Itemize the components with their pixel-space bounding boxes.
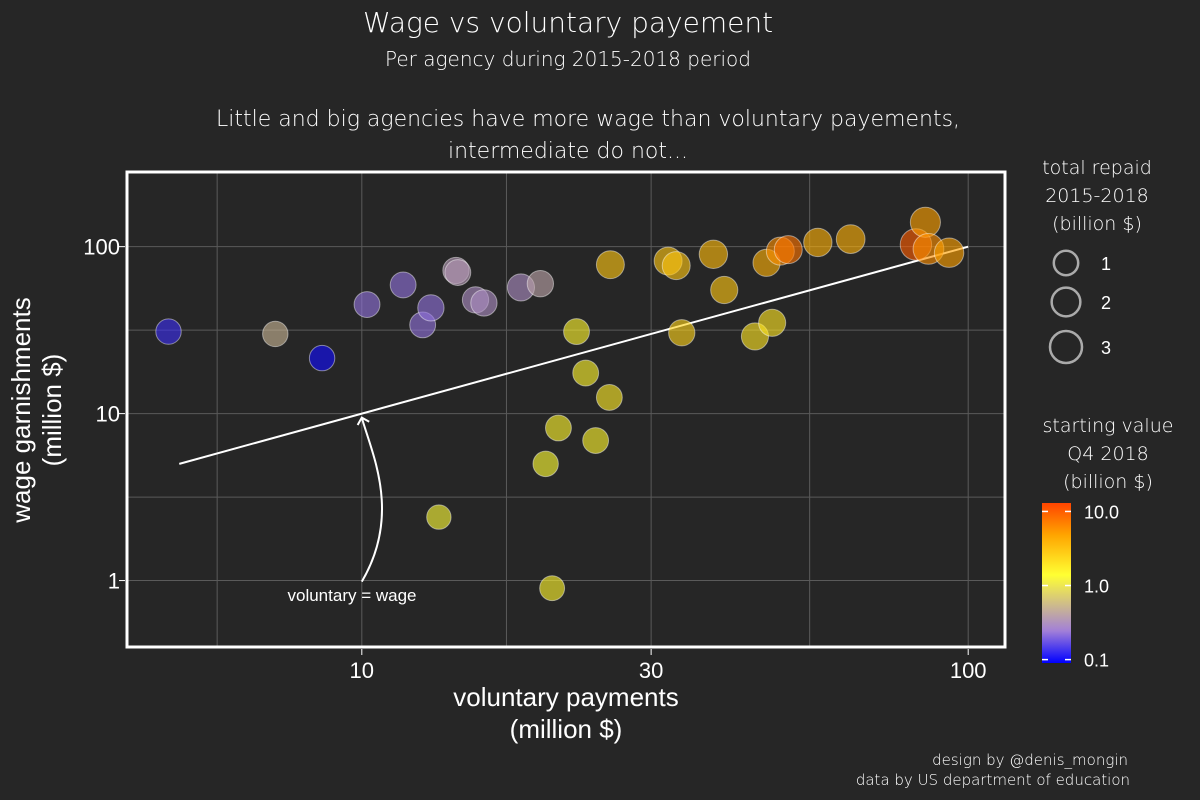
- color-bar-label: 10.0: [1084, 502, 1119, 522]
- data-point: [426, 504, 452, 530]
- data-point: [698, 239, 729, 269]
- size-legend-title-3: (billion $): [1052, 213, 1142, 235]
- x-axis-ticks: 10 30 100: [350, 649, 987, 683]
- y-axis-ticks: 1 10 100: [83, 235, 125, 594]
- x-tick-label: 30: [639, 658, 663, 683]
- data-point: [933, 237, 965, 268]
- chart-subtitle: Per agency during 2015-2018 period: [385, 47, 751, 71]
- size-legend-label: 3: [1101, 338, 1111, 358]
- annotation-arrow: [356, 416, 383, 583]
- caption-design: design by @denis_mongin: [932, 751, 1128, 769]
- data-point: [582, 427, 610, 454]
- y-axis-title: wage garnishments (million $): [6, 297, 67, 523]
- data-point: [835, 224, 866, 254]
- size-legend-items: 1 2 3: [1048, 249, 1111, 365]
- data-point: [308, 344, 336, 372]
- size-legend-title-1: total repaid: [1042, 157, 1152, 179]
- data-point: [353, 291, 381, 318]
- data-point: [262, 320, 289, 348]
- chart-subtitle-2-line-1: Little and big agencies have more wage t…: [216, 107, 960, 132]
- reference-line: [178, 245, 969, 465]
- y-tick-label: 10: [96, 402, 120, 427]
- size-legend-label: 2: [1101, 293, 1111, 313]
- data-point: [539, 575, 566, 602]
- color-bar: [1042, 503, 1071, 663]
- data-point: [470, 289, 498, 317]
- data-point: [572, 359, 600, 387]
- size-legend: total repaid 2015-2018 (billion $) 1 2 3: [1042, 157, 1152, 365]
- x-tick-label: 100: [950, 658, 987, 683]
- data-point: [155, 318, 182, 345]
- size-legend-circle: [1048, 329, 1084, 365]
- annotation-label: voluntary = wage: [288, 586, 417, 605]
- chart-title: Wage vs voluntary payement: [363, 6, 773, 39]
- data-point: [909, 206, 941, 238]
- size-legend-title-2: 2015-2018: [1045, 185, 1149, 207]
- size-legend-label: 1: [1101, 254, 1111, 274]
- caption-data-source: data by US department of education: [856, 771, 1130, 789]
- y-axis-title-line-2: (million $): [37, 354, 67, 467]
- data-point: [595, 384, 623, 411]
- data-point: [595, 250, 625, 280]
- data-point: [758, 308, 787, 337]
- data-point: [526, 270, 555, 298]
- panel-border: [125, 170, 1007, 649]
- color-bar-label: 0.1: [1084, 651, 1109, 671]
- data-point: [417, 294, 445, 322]
- data-point: [444, 259, 472, 286]
- data-point: [668, 319, 696, 347]
- grid-lines: [127, 172, 1005, 647]
- chart-subtitle-2-line-2: intermediate do not...: [448, 139, 688, 164]
- data-point: [773, 235, 803, 265]
- x-axis-title-line-1: voluntary payments: [453, 682, 678, 712]
- data-points: [155, 206, 965, 602]
- x-axis-title-line-2: (million $): [510, 714, 623, 744]
- y-axis-title-line-1: wage garnishments: [6, 297, 36, 523]
- color-bar-ticks: 0.1 1.0 10.0: [1042, 502, 1119, 671]
- data-point: [563, 318, 590, 346]
- y-tick-label: 100: [83, 235, 120, 260]
- color-legend-title-3: (billion $): [1063, 471, 1153, 493]
- color-legend-title-1: starting value: [1043, 415, 1174, 437]
- color-legend-title-2: Q4 2018: [1067, 443, 1148, 465]
- data-point: [389, 271, 417, 299]
- data-point: [661, 251, 691, 281]
- x-tick-label: 10: [350, 658, 374, 683]
- data-point: [710, 275, 739, 305]
- size-legend-circle: [1052, 249, 1080, 277]
- y-tick-label: 1: [108, 569, 120, 594]
- size-legend-circle: [1050, 286, 1082, 318]
- color-bar-label: 1.0: [1084, 577, 1109, 597]
- data-point: [532, 450, 559, 478]
- data-point: [545, 414, 572, 442]
- color-legend: starting value Q4 2018 (billion $) 0.1 1.…: [1042, 415, 1173, 671]
- plot-panel: voluntary = wage: [125, 170, 1007, 649]
- data-point: [803, 227, 833, 258]
